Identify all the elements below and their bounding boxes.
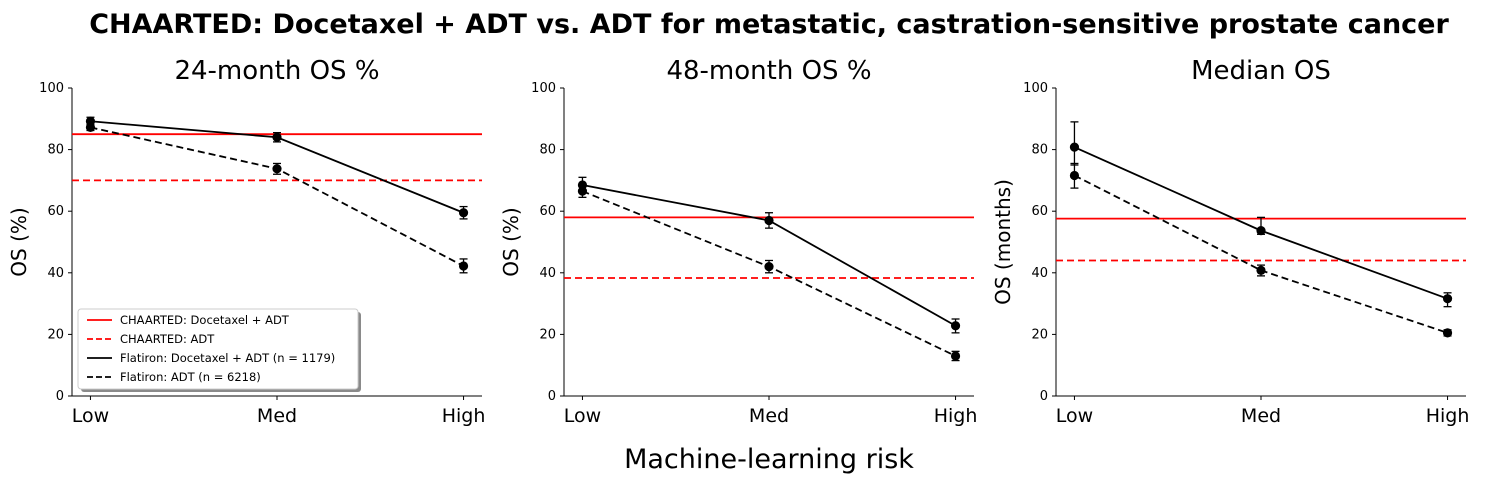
y-tick-label: 20 [1031, 327, 1048, 342]
y-tick-label: 80 [47, 143, 64, 158]
x-tick-label: Med [749, 405, 789, 427]
series-flatiron-adt [1069, 162, 1453, 338]
data-point [1069, 142, 1080, 152]
y-tick-label: 80 [1031, 143, 1048, 158]
data-point [1069, 170, 1080, 181]
y-tick-label: 40 [1031, 266, 1048, 281]
x-tick-label: High [442, 405, 486, 427]
y-tick-label: 40 [47, 266, 64, 281]
legend-label: CHAARTED: ADT [120, 332, 215, 346]
legend: CHAARTED: Docetaxel + ADT CHAARTED: ADT Fl… [77, 308, 361, 392]
y-tick-label: 60 [539, 204, 556, 219]
data-point [764, 262, 774, 272]
x-tick-label: Low [1056, 405, 1093, 427]
data-point [577, 186, 588, 196]
y-tick-label: 100 [39, 81, 64, 96]
y-tick-label: 60 [1031, 204, 1048, 219]
chart-title: 48-month OS % [666, 56, 871, 86]
y-tick-label: 0 [548, 389, 556, 404]
y-tick-label: 80 [539, 143, 556, 158]
series-flatiron-docetaxel-adt [1069, 121, 1453, 308]
y-tick-label: 0 [1040, 389, 1048, 404]
x-tick-label: Low [72, 405, 109, 427]
data-point [272, 132, 282, 142]
data-point [85, 122, 96, 133]
y-tick-label: 0 [56, 389, 64, 404]
series-flatiron-adt [85, 122, 469, 274]
data-point [1256, 226, 1266, 236]
data-point [458, 208, 469, 218]
y-tick-label: 100 [1023, 81, 1048, 96]
chart-panel-1: 24-month OS % OS (%) 0 20 40 60 80 100 Low Med Hig… [7, 56, 485, 427]
chart-panel-2: 48-month OS % OS (%) 0 20 40 60 80 100 Low Med Hig… [499, 56, 977, 427]
y-tick-label: 20 [47, 327, 64, 342]
data-point [950, 351, 961, 361]
data-point [272, 164, 282, 174]
x-tick-label: High [1426, 405, 1470, 427]
chart-title: Median OS [1191, 56, 1331, 86]
x-tick-label: Med [257, 405, 297, 427]
x-tick-label: Med [1241, 405, 1281, 427]
series-line [582, 184, 956, 327]
series-line [90, 126, 464, 267]
y-tick-label: 40 [539, 266, 556, 281]
x-tick-label: Low [564, 405, 601, 427]
legend-label: CHAARTED: Docetaxel + ADT [120, 313, 290, 327]
series-flatiron-docetaxel-adt [577, 176, 961, 334]
legend-label: Flatiron: Docetaxel + ADT (n = 1179) [120, 351, 335, 365]
legend-box [77, 308, 359, 390]
data-point [1442, 328, 1453, 338]
data-point [458, 261, 469, 271]
data-point [1256, 265, 1266, 275]
figure-xlabel: Machine-learning risk [624, 444, 914, 475]
y-axis-label: OS (months) [991, 179, 1015, 305]
y-tick-label: 100 [531, 81, 556, 96]
chart-panel-3: Median OS OS (months) 0 20 40 60 80 100 Low Med Hi… [991, 56, 1469, 427]
chart-panels: 24-month OS % OS (%) 0 20 40 60 80 100 Low Med Hig… [7, 56, 1469, 427]
x-tick-label: High [934, 405, 978, 427]
chart-title: 24-month OS % [174, 56, 379, 86]
data-point [764, 215, 774, 226]
legend-label: Flatiron: ADT (n = 6218) [120, 370, 261, 384]
y-tick-label: 20 [539, 327, 556, 342]
series-flatiron-adt [577, 184, 961, 362]
figure-title: CHAARTED: Docetaxel + ADT vs. ADT for me… [89, 9, 1449, 40]
y-axis-label: OS (%) [7, 207, 31, 276]
data-point [950, 321, 961, 331]
y-tick-label: 60 [47, 204, 64, 219]
series-line [1074, 174, 1448, 334]
y-axis-label: OS (%) [499, 207, 523, 276]
data-point [1442, 294, 1453, 304]
